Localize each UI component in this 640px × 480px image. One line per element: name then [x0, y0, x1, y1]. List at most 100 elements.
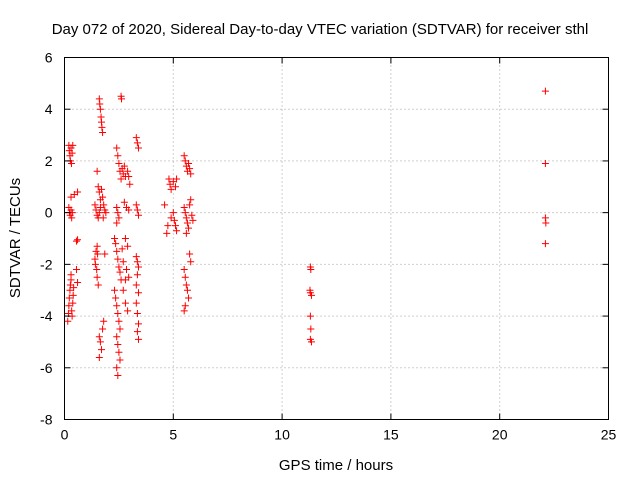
- data-point: [124, 167, 132, 175]
- data-point: [169, 209, 177, 217]
- data-point: [99, 214, 107, 222]
- grid: [64, 57, 609, 420]
- data-point: [180, 152, 188, 160]
- data-point: [183, 219, 191, 227]
- x-tick-label: 25: [601, 427, 617, 443]
- data-point: [173, 227, 181, 235]
- data-point: [99, 128, 107, 136]
- data-point: [171, 183, 179, 191]
- y-axis-label: SDTVAR / TECUs: [7, 178, 24, 298]
- data-point: [133, 271, 141, 279]
- data-point: [114, 341, 122, 349]
- data-point: [95, 353, 103, 361]
- data-point: [187, 170, 195, 178]
- y-tick-label: -2: [40, 256, 53, 272]
- data-point: [134, 211, 142, 219]
- data-point: [307, 325, 315, 333]
- data-point: [182, 281, 190, 289]
- data-point: [113, 247, 121, 255]
- data-point: [100, 317, 108, 325]
- data-point: [180, 203, 188, 211]
- data-point: [120, 162, 128, 170]
- data-point: [186, 201, 194, 209]
- data-point: [67, 160, 75, 168]
- data-point: [98, 123, 106, 131]
- data-point: [96, 105, 104, 113]
- data-point: [112, 294, 120, 302]
- data-point: [134, 289, 142, 297]
- data-point: [134, 263, 142, 271]
- data-point: [165, 175, 173, 183]
- data-point: [114, 309, 122, 317]
- data-point: [125, 206, 133, 214]
- data-point: [113, 364, 121, 372]
- data-point: [133, 139, 141, 147]
- data-point: [181, 209, 189, 217]
- x-axis-label: GPS time / hours: [279, 457, 393, 474]
- data-point: [132, 281, 140, 289]
- data-point: [124, 307, 132, 315]
- data-point: [97, 185, 105, 193]
- data-point: [67, 271, 75, 279]
- data-point: [115, 263, 123, 271]
- y-tick-label: 4: [45, 101, 53, 117]
- x-tick-label: 20: [492, 427, 508, 443]
- data-point: [163, 229, 171, 237]
- data-point: [134, 320, 142, 328]
- data-point: [121, 276, 129, 284]
- data-point: [69, 141, 77, 149]
- data-point: [186, 165, 194, 173]
- data-point: [64, 317, 72, 325]
- data-point: [113, 219, 121, 227]
- data-point: [102, 209, 110, 217]
- y-tick-label: 2: [45, 153, 53, 169]
- y-tick-label: 0: [45, 205, 53, 221]
- data-point: [134, 335, 142, 343]
- data-point: [117, 175, 125, 183]
- chart-title: Day 072 of 2020, Sidereal Day-to-day VTE…: [52, 21, 589, 38]
- data-point: [115, 160, 123, 168]
- data-point: [116, 325, 124, 333]
- data-point: [126, 180, 134, 188]
- data-point: [121, 299, 129, 307]
- y-tick-label: 6: [45, 50, 53, 66]
- data-point: [96, 338, 104, 346]
- data-point: [74, 278, 82, 286]
- data-point: [542, 219, 550, 227]
- data-point: [118, 245, 126, 253]
- data-point: [93, 266, 101, 274]
- data-point: [113, 302, 121, 310]
- data-point: [307, 291, 315, 299]
- data-point: [180, 266, 188, 274]
- data-point: [541, 160, 549, 168]
- data-point: [94, 281, 102, 289]
- data-point: [133, 206, 141, 214]
- data-point: [182, 229, 190, 237]
- data-point: [181, 273, 189, 281]
- data-point: [170, 216, 178, 224]
- data-point: [186, 250, 194, 258]
- data-point: [125, 172, 133, 180]
- data-point: [113, 333, 121, 341]
- data-point: [115, 348, 123, 356]
- data-point: [189, 216, 197, 224]
- data-point: [119, 286, 127, 294]
- data-point: [93, 242, 101, 250]
- data-point: [111, 235, 119, 242]
- data-point: [113, 203, 121, 211]
- data-point: [101, 250, 109, 258]
- data-point: [185, 294, 193, 302]
- data-point: [132, 299, 140, 307]
- x-tick-label: 10: [274, 427, 290, 443]
- data-point: [187, 258, 195, 266]
- data-point: [93, 273, 101, 281]
- data-point: [99, 193, 107, 201]
- data-point: [91, 260, 99, 268]
- y-tick-label: -8: [40, 412, 53, 428]
- data-point: [114, 152, 122, 160]
- data-point: [307, 266, 315, 274]
- plot-area-frame: [64, 57, 609, 420]
- data-point: [69, 299, 77, 307]
- data-point: [96, 100, 104, 108]
